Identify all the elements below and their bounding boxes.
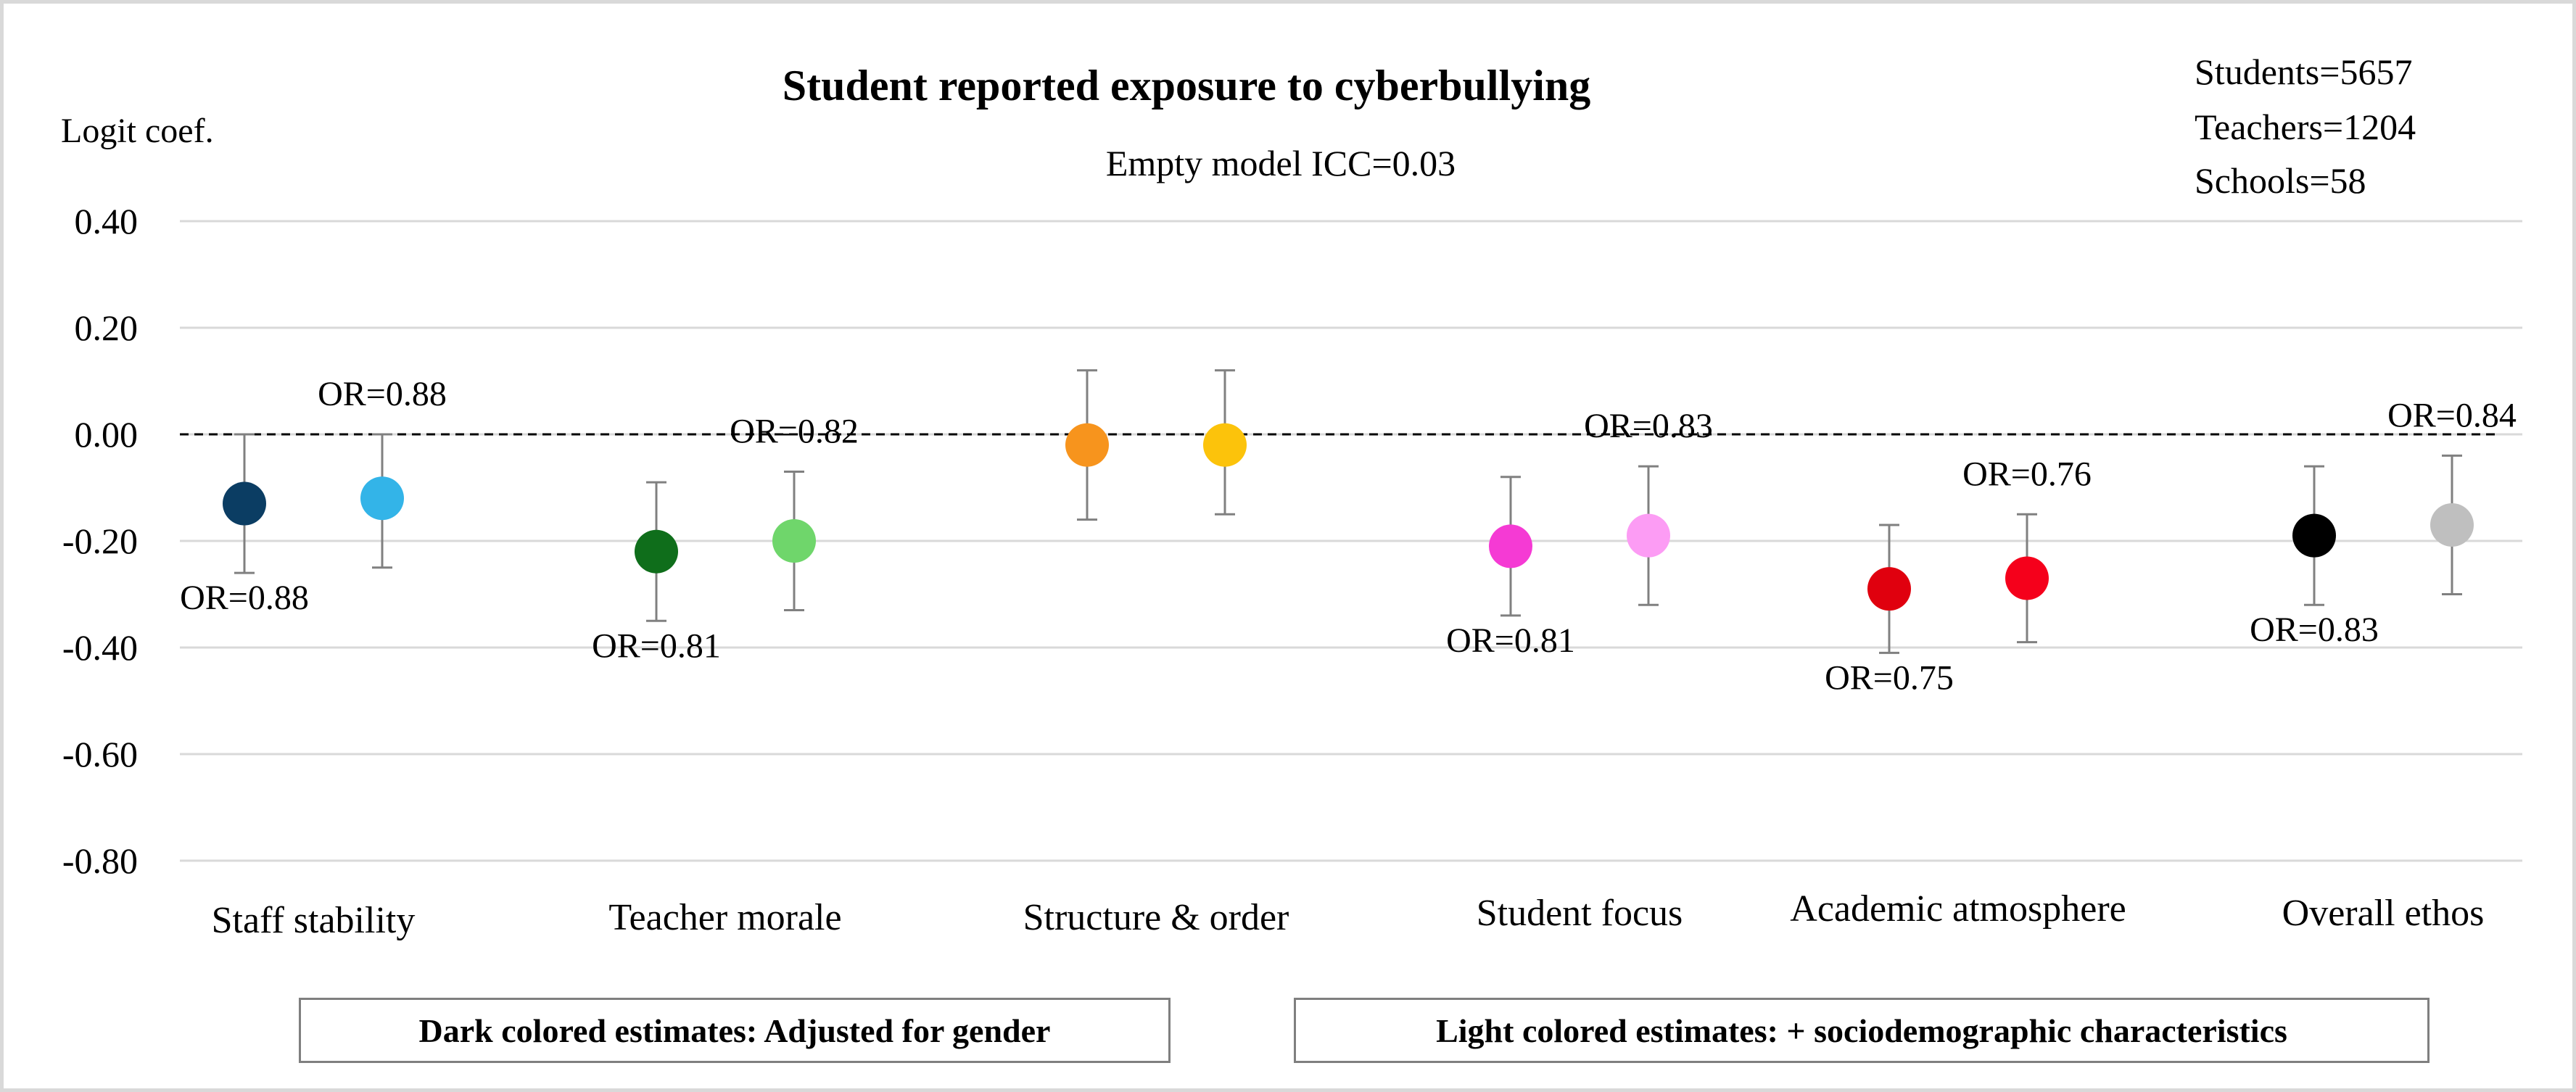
or-data-label: OR=0.83 <box>1584 407 1713 445</box>
or-data-label: OR=0.88 <box>318 375 447 413</box>
y-tick-label: -0.40 <box>62 627 138 668</box>
sample-schools: Schools=58 <box>2195 160 2366 201</box>
or-data-label: OR=0.81 <box>1446 621 1575 660</box>
chart-title: Student reported exposure to cyberbullyi… <box>783 62 1590 109</box>
legend-light-estimates: Light colored estimates: + sociodemograp… <box>1294 998 2430 1063</box>
data-point <box>772 519 816 563</box>
or-data-label: OR=0.83 <box>2250 611 2379 649</box>
points <box>223 423 2474 611</box>
data-point <box>2430 502 2474 547</box>
sample-students: Students=5657 <box>2195 51 2412 92</box>
y-tick-label: -0.20 <box>62 521 138 561</box>
or-data-label: OR=0.84 <box>2387 396 2517 434</box>
y-axis-label: Logit coef. <box>61 112 214 150</box>
data-point <box>1489 524 1532 568</box>
data-point <box>635 529 678 574</box>
data-point <box>1065 423 1109 467</box>
data-point <box>360 476 404 521</box>
or-data-label: OR=0.82 <box>730 412 859 450</box>
data-point <box>2292 513 2336 558</box>
x-category-label: Academic atmosphere <box>1790 888 2126 930</box>
or-data-label: OR=0.75 <box>1825 658 1954 697</box>
legend-light-label: Light colored estimates: + sociodemograp… <box>1436 1012 2287 1049</box>
x-category-labels: Staff stability Teacher morale Structure &… <box>212 888 2485 941</box>
or-data-label: OR=0.76 <box>1962 455 2092 493</box>
data-point <box>2005 556 2049 600</box>
data-point <box>223 481 266 526</box>
data-labels: OR=0.88 OR=0.81 OR=0.81 OR=0.75 OR=0.83 OR=0.… <box>180 375 2517 697</box>
gridlines <box>180 220 2522 862</box>
data-point <box>1203 423 1247 467</box>
data-point <box>1867 567 1911 611</box>
y-tick-label: 0.40 <box>75 201 139 241</box>
legend-dark-estimates: Dark colored estimates: Adjusted for gen… <box>299 998 1171 1063</box>
y-tick-label: 0.00 <box>75 414 139 455</box>
y-tick-label: 0.20 <box>75 307 139 348</box>
error-bars <box>234 369 2462 654</box>
y-tick-labels: 0.40 0.20 0.00 -0.20 -0.40 -0.60 -0.80 <box>62 201 138 881</box>
y-tick-label: -0.60 <box>62 734 138 774</box>
data-point <box>1627 513 1670 558</box>
x-category-label: Structure & order <box>1023 897 1289 938</box>
or-data-label: OR=0.81 <box>592 626 721 665</box>
y-tick-label: -0.80 <box>62 840 138 881</box>
sample-teachers: Teachers=1204 <box>2195 107 2416 147</box>
x-category-label: Teacher morale <box>608 897 841 938</box>
x-category-label: Staff stability <box>212 900 416 941</box>
x-category-label: Overall ethos <box>2282 893 2485 934</box>
x-category-label: Student focus <box>1477 893 1683 934</box>
chart-subtitle: Empty model ICC=0.03 <box>1106 143 1456 183</box>
legend-dark-label: Dark colored estimates: Adjusted for gen… <box>418 1012 1051 1049</box>
or-data-label: OR=0.88 <box>180 579 309 617</box>
